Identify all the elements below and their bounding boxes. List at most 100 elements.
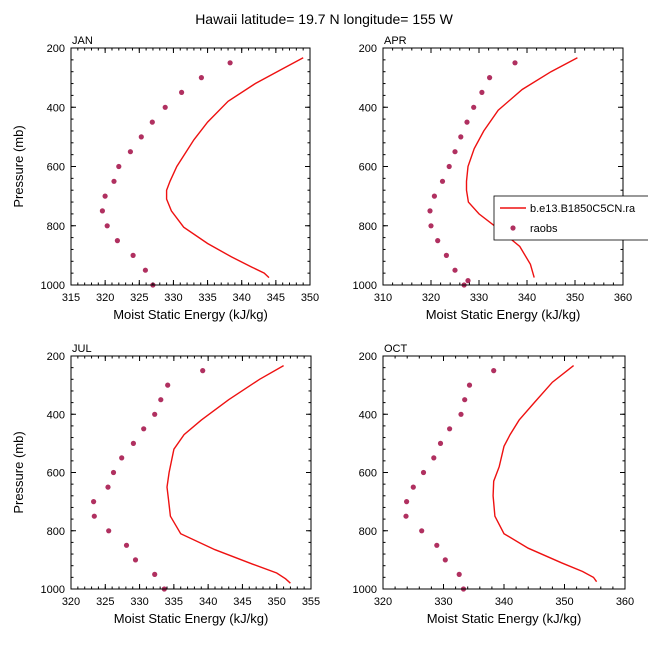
panel-label: JAN	[72, 35, 93, 47]
raobs-point	[130, 440, 136, 446]
panel-label: APR	[384, 35, 407, 47]
raobs-point	[106, 528, 112, 534]
x-tick-label: 315	[62, 292, 80, 304]
y-tick-label: 1000	[353, 280, 377, 292]
x-tick-label: 355	[302, 596, 320, 608]
raobs-point	[420, 469, 427, 476]
x-axis-label: Moist Static Energy (kJ/kg)	[426, 307, 581, 322]
raobs-point	[462, 397, 468, 403]
plot-frame	[70, 355, 312, 590]
raobs-point	[127, 149, 133, 155]
raobs-point	[443, 252, 449, 258]
raobs-point	[152, 571, 158, 578]
x-tick-label: 340	[518, 292, 536, 304]
model-line	[165, 57, 304, 279]
y-tick-label: 200	[47, 351, 65, 363]
model-line	[166, 364, 291, 584]
figure-title: Hawaii latitude= 19.7 N longitude= 155 W	[195, 11, 453, 27]
raobs-point	[149, 119, 155, 125]
legend-box	[493, 195, 648, 241]
raobs-point	[138, 134, 144, 140]
x-tick-label: 350	[301, 292, 319, 304]
y-tick-label: 600	[47, 162, 65, 174]
raobs-point	[404, 499, 410, 505]
model-line	[492, 365, 598, 583]
raobs-point	[132, 557, 139, 563]
raobs-point	[512, 60, 518, 66]
x-tick-label: 340	[233, 292, 251, 304]
x-tick-label: 360	[616, 596, 634, 608]
legend: b.e13.B1850C5CN.ra raobs	[493, 195, 648, 241]
y-tick-label: 600	[359, 162, 377, 174]
raobs-point	[419, 528, 425, 534]
raobs-point	[427, 208, 433, 214]
y-tick-label: 1000	[41, 280, 65, 292]
x-tick-label: 345	[233, 596, 251, 608]
raobs-point	[464, 119, 470, 125]
raobs-point	[456, 571, 462, 578]
raobs-point	[200, 368, 206, 374]
panel-label: JUL	[72, 343, 92, 355]
raobs-point	[447, 426, 453, 432]
x-axis-label: Moist Static Energy (kJ/kg)	[427, 611, 582, 626]
x-tick-label: 335	[165, 596, 183, 608]
panel-apr: 310 320 330 340 350 360 200 400 600 800 1000 APR Moi…	[353, 35, 633, 322]
raobs-point	[99, 208, 105, 214]
y-tick-label: 600	[359, 468, 377, 480]
raobs-point	[428, 223, 434, 229]
y-tick-label: 800	[47, 526, 65, 538]
raobs-point	[491, 368, 497, 374]
x-tick-label: 340	[199, 596, 217, 608]
panel-jul: 320 325 330 335 340 345 350 355 200 400 600 800 1000…	[11, 343, 320, 626]
raobs-point	[91, 513, 97, 519]
panel-jan: 315 320 325 330 335 340 345 350 200 400 600 800 1000…	[11, 35, 319, 322]
raobs-point	[466, 382, 473, 388]
y-tick-label: 400	[359, 102, 377, 114]
raobs-point	[119, 455, 125, 461]
x-tick-label: 335	[198, 292, 216, 304]
x-tick-label: 320	[374, 596, 392, 608]
raobs-point	[434, 542, 440, 548]
raobs-point	[198, 75, 204, 81]
raobs-point	[465, 278, 471, 284]
x-tick-label: 320	[62, 596, 80, 608]
y-tick-label: 1000	[353, 584, 377, 596]
raobs-point	[110, 469, 117, 476]
raobs-point	[435, 238, 441, 244]
raobs-point	[141, 426, 147, 432]
x-axis-label: Moist Static Energy (kJ/kg)	[113, 307, 268, 322]
raobs-point	[452, 267, 458, 273]
y-tick-label: 200	[47, 43, 65, 55]
plot-frame	[382, 47, 624, 286]
x-axis-label: Moist Static Energy (kJ/kg)	[114, 611, 269, 626]
y-axis-label: Pressure (mb)	[11, 125, 26, 207]
raobs-point	[162, 104, 168, 110]
raobs-point	[105, 484, 111, 490]
raobs-point	[102, 193, 108, 199]
raobs-point	[410, 484, 416, 490]
raobs-point	[439, 178, 446, 184]
panels: 315 320 325 330 335 340 345 350 200 400 600 800 1000…	[11, 35, 634, 626]
y-axis-label: Pressure (mb)	[11, 431, 26, 513]
raobs-point	[130, 252, 136, 258]
y-tick-label: 400	[47, 409, 65, 421]
legend-label-raobs: raobs	[530, 223, 558, 235]
raobs-point	[442, 557, 448, 563]
x-tick-label: 325	[96, 596, 114, 608]
y-tick-label: 200	[359, 351, 377, 363]
panel-label: OCT	[384, 343, 408, 355]
raobs-point	[487, 75, 493, 81]
raobs-point	[179, 89, 185, 95]
raobs-point	[452, 149, 458, 155]
x-tick-label: 340	[495, 596, 513, 608]
y-tick-label: 800	[359, 221, 377, 233]
y-tick-label: 1000	[41, 584, 65, 596]
x-tick-label: 350	[566, 292, 584, 304]
raobs-point	[158, 397, 164, 403]
plot-frame	[382, 355, 626, 590]
x-tick-label: 350	[555, 596, 573, 608]
y-tick-label: 800	[47, 221, 65, 233]
raobs-point	[91, 499, 97, 505]
x-tick-label: 320	[96, 292, 114, 304]
